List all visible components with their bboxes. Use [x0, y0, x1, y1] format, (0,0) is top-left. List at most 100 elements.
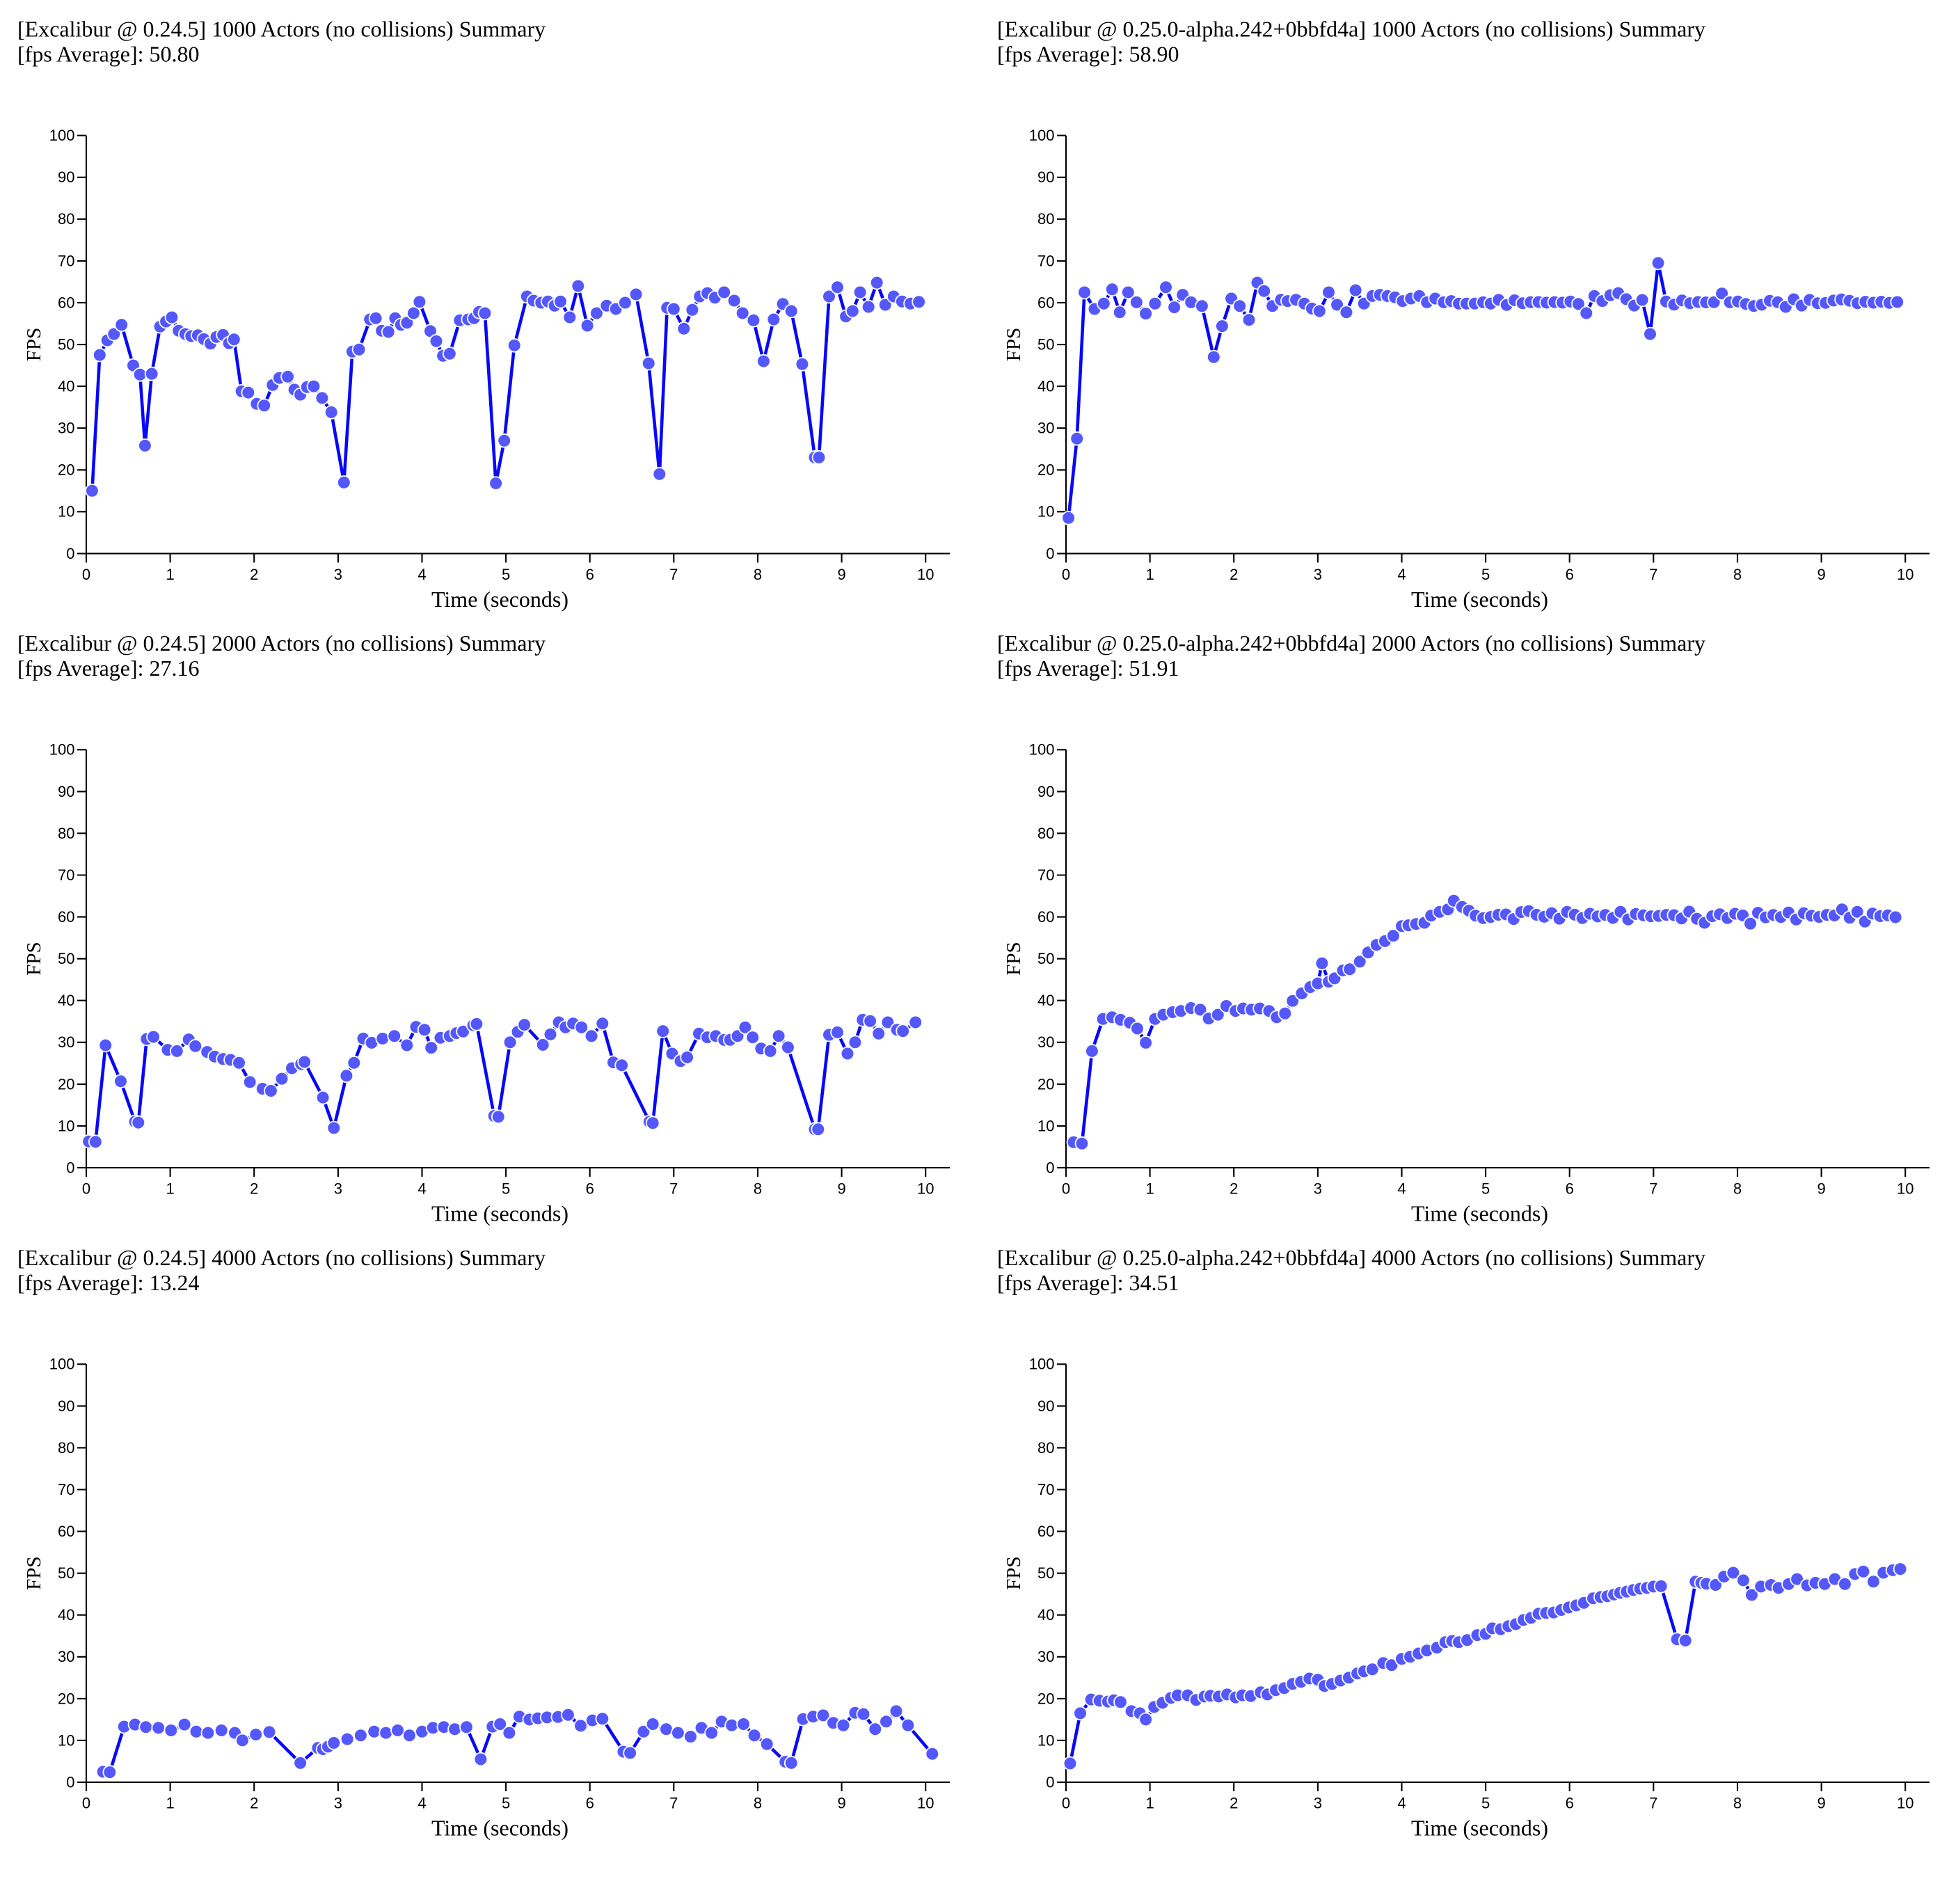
svg-text:[Excalibur @ 0.24.5] 2000 Acto: [Excalibur @ 0.24.5] 2000 Actors (no col… [17, 630, 546, 656]
svg-text:60: 60 [58, 1523, 74, 1540]
svg-text:30: 30 [58, 420, 74, 437]
svg-text:70: 70 [1037, 1481, 1054, 1498]
svg-text:0: 0 [1046, 1773, 1054, 1791]
svg-text:8: 8 [1733, 1180, 1742, 1198]
svg-text:3: 3 [334, 566, 342, 583]
svg-text:5: 5 [502, 566, 510, 583]
svg-text:4: 4 [1397, 1180, 1406, 1198]
svg-text:90: 90 [1037, 168, 1054, 186]
svg-text:[Excalibur @ 0.25.0-alpha.242+: [Excalibur @ 0.25.0-alpha.242+0bbfd4a] 2… [997, 630, 1705, 656]
svg-text:[fps Average]: 34.51: [fps Average]: 34.51 [997, 1270, 1179, 1295]
svg-text:90: 90 [58, 783, 74, 800]
svg-text:9: 9 [1817, 1795, 1825, 1812]
svg-text:9: 9 [837, 566, 845, 583]
svg-text:20: 20 [1037, 461, 1054, 479]
svg-text:30: 30 [58, 1648, 74, 1665]
svg-text:50: 50 [1037, 950, 1054, 967]
svg-text:8: 8 [1733, 566, 1742, 583]
svg-text:10: 10 [1897, 1795, 1914, 1812]
svg-text:80: 80 [1037, 1439, 1054, 1457]
svg-text:3: 3 [1314, 566, 1322, 583]
svg-text:FPS: FPS [23, 1556, 45, 1589]
svg-text:0: 0 [66, 1159, 74, 1176]
svg-text:7: 7 [1649, 566, 1657, 583]
svg-text:FPS: FPS [23, 942, 45, 975]
svg-text:8: 8 [754, 1180, 762, 1198]
svg-text:100: 100 [49, 1356, 75, 1373]
svg-text:3: 3 [1314, 1180, 1322, 1198]
svg-text:50: 50 [58, 335, 74, 353]
svg-text:0: 0 [66, 1773, 74, 1791]
svg-text:3: 3 [334, 1795, 342, 1812]
svg-text:2: 2 [250, 1180, 258, 1198]
svg-text:[Excalibur @ 0.25.0-alpha.242+: [Excalibur @ 0.25.0-alpha.242+0bbfd4a] 4… [997, 1245, 1705, 1270]
svg-text:4: 4 [417, 566, 426, 583]
svg-text:0: 0 [1062, 566, 1070, 583]
svg-text:10: 10 [58, 503, 74, 521]
svg-text:0: 0 [1062, 1180, 1070, 1198]
svg-text:FPS: FPS [23, 328, 45, 361]
svg-text:20: 20 [1037, 1690, 1054, 1707]
svg-text:50: 50 [58, 950, 74, 967]
svg-text:60: 60 [1037, 1523, 1054, 1540]
svg-text:7: 7 [1649, 1180, 1657, 1198]
svg-text:1: 1 [166, 566, 174, 583]
svg-text:60: 60 [1037, 908, 1054, 926]
svg-text:7: 7 [669, 1180, 678, 1198]
svg-text:8: 8 [1733, 1795, 1742, 1812]
svg-text:2: 2 [250, 566, 258, 583]
svg-text:0: 0 [82, 1795, 90, 1812]
svg-text:9: 9 [837, 1180, 845, 1198]
svg-text:70: 70 [58, 252, 74, 269]
svg-text:9: 9 [1817, 566, 1825, 583]
svg-text:30: 30 [1037, 1648, 1054, 1665]
svg-text:5: 5 [1481, 1795, 1490, 1812]
svg-text:40: 40 [1037, 378, 1054, 395]
svg-text:6: 6 [586, 1180, 594, 1198]
svg-text:Time (seconds): Time (seconds) [431, 1816, 568, 1841]
svg-text:6: 6 [1566, 566, 1574, 583]
svg-text:100: 100 [1029, 1356, 1055, 1373]
svg-text:10: 10 [58, 1731, 74, 1749]
svg-text:4: 4 [417, 1180, 426, 1198]
svg-text:60: 60 [1037, 294, 1054, 311]
svg-text:2: 2 [1230, 566, 1238, 583]
svg-text:50: 50 [58, 1564, 74, 1582]
svg-text:0: 0 [82, 566, 90, 583]
svg-text:5: 5 [502, 1180, 510, 1198]
svg-text:Time (seconds): Time (seconds) [1411, 1816, 1548, 1841]
svg-text:FPS: FPS [1003, 1556, 1025, 1589]
svg-text:7: 7 [669, 1795, 678, 1812]
svg-text:3: 3 [334, 1180, 342, 1198]
svg-text:8: 8 [754, 566, 762, 583]
svg-text:40: 40 [1037, 1606, 1054, 1624]
svg-text:30: 30 [58, 1033, 74, 1051]
svg-text:Time (seconds): Time (seconds) [1411, 1201, 1548, 1226]
svg-text:100: 100 [49, 127, 75, 144]
svg-text:Time (seconds): Time (seconds) [431, 587, 568, 612]
svg-text:90: 90 [1037, 1397, 1054, 1415]
svg-text:8: 8 [754, 1795, 762, 1812]
svg-text:80: 80 [58, 210, 74, 228]
svg-text:5: 5 [502, 1795, 510, 1812]
svg-text:0: 0 [82, 1180, 90, 1198]
svg-text:9: 9 [837, 1795, 845, 1812]
svg-text:7: 7 [669, 566, 678, 583]
svg-text:10: 10 [1037, 1731, 1054, 1749]
svg-text:30: 30 [1037, 420, 1054, 437]
svg-text:90: 90 [58, 1397, 74, 1415]
svg-text:1: 1 [166, 1795, 174, 1812]
svg-text:4: 4 [1397, 566, 1406, 583]
svg-text:[fps Average]: 27.16: [fps Average]: 27.16 [17, 656, 200, 681]
svg-text:80: 80 [58, 1439, 74, 1457]
svg-text:[fps Average]: 50.80: [fps Average]: 50.80 [17, 41, 200, 66]
svg-text:80: 80 [1037, 825, 1054, 842]
svg-text:20: 20 [58, 461, 74, 479]
svg-text:70: 70 [58, 1481, 74, 1498]
svg-text:6: 6 [1566, 1180, 1574, 1198]
svg-text:10: 10 [58, 1117, 74, 1134]
svg-text:20: 20 [58, 1075, 74, 1093]
svg-text:1: 1 [1145, 1795, 1154, 1812]
svg-text:1: 1 [166, 1180, 174, 1198]
svg-text:40: 40 [58, 1606, 74, 1624]
